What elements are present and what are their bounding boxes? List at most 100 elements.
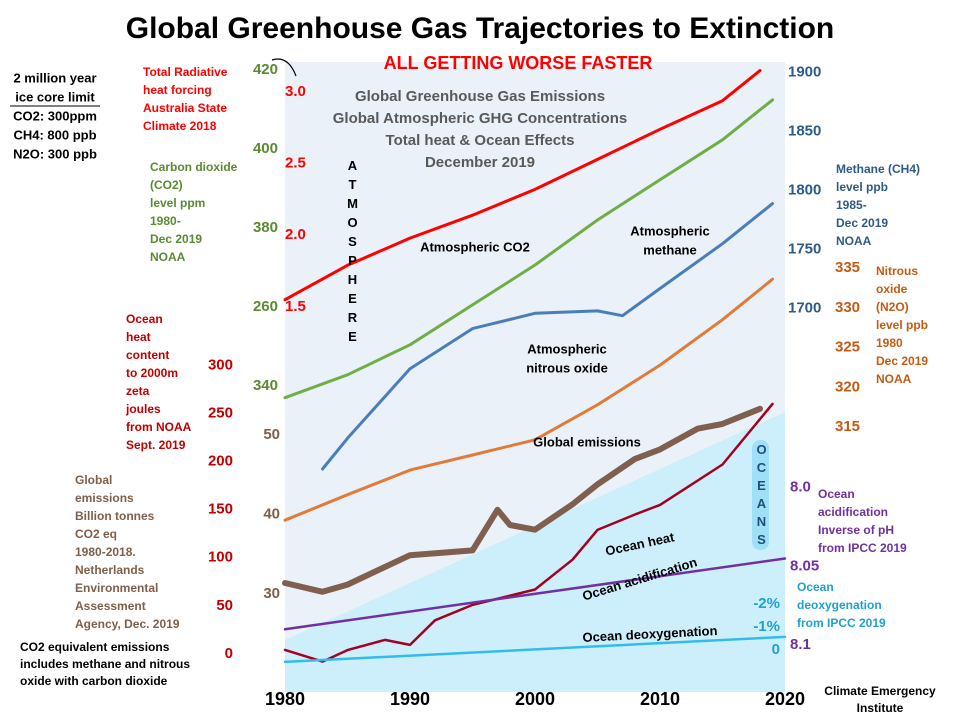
axis-title-line: Assessment (75, 599, 146, 613)
series-label: Ocean deoxygenation (582, 623, 718, 645)
y-tick-label: 300 (208, 356, 233, 373)
y-tick-label: 330 (835, 299, 860, 316)
y-tick-label: 1.5 (285, 298, 306, 315)
x-tick-label: 2020 (765, 689, 805, 709)
footnote-line: CO2 equivalent emissions (20, 640, 170, 654)
axis-title-line: from IPCC 2019 (797, 616, 886, 630)
series-line (283, 98, 774, 400)
axis-title-line: (CO2) (150, 178, 183, 192)
y-tick-label: 250 (208, 405, 233, 422)
axis-title-line: CO2 eq (75, 527, 117, 541)
y-tick-label: 420 (253, 61, 278, 78)
y-tick-label: 335 (835, 259, 860, 276)
footnote-line: oxide with carbon dioxide (20, 674, 168, 688)
series-label: nitrous oxide (526, 360, 608, 375)
y-tick-label: 150 (208, 501, 233, 518)
axis-title-line: 1980 (876, 336, 903, 350)
axis-title-line: NOAA (836, 234, 872, 248)
note-line: ice core limit (15, 89, 95, 104)
axis-title-line: from NOAA (126, 420, 192, 434)
chart-title: Global Greenhouse Gas Trajectories to Ex… (126, 12, 835, 45)
axis-title-line: from IPCC 2019 (818, 541, 907, 555)
axis-title-line: Global (75, 473, 112, 487)
series-label: Atmospheric CO2 (420, 239, 530, 254)
y-tick-label: 8.1 (790, 636, 811, 653)
ocean-area (285, 412, 785, 692)
y-tick-label: 200 (208, 453, 233, 470)
y-tick-label: 325 (835, 339, 860, 356)
axis-title-line: 1985- (836, 198, 867, 212)
axis-title-line: zeta (126, 384, 150, 398)
series-line (321, 202, 774, 471)
axis-title-line: Sept. 2019 (126, 438, 186, 452)
note-line: CO2: 300ppm (13, 108, 97, 123)
axis-title-line: Nitrous (876, 264, 918, 278)
note-line: CH4: 800 ppb (13, 127, 96, 142)
y-tick-label: -1% (753, 618, 780, 635)
x-tick-label: 1990 (390, 689, 430, 709)
y-tick-label: 8.05 (790, 557, 819, 574)
axis-title-line: NOAA (150, 250, 186, 264)
axis-title-line: heat forcing (143, 83, 212, 97)
x-tick-label: 2000 (515, 689, 555, 709)
oceans-label: OCEANS (752, 440, 769, 550)
axis-title-line: Ocean (797, 580, 834, 594)
axis-title-line: oxide (876, 282, 908, 296)
axis-title-line: content (126, 348, 169, 362)
axis-title-line: Ocean (126, 312, 163, 326)
x-tick-label: 2010 (640, 689, 680, 709)
series-label: Atmospheric (630, 223, 709, 238)
y-tick-label: 260 (253, 298, 278, 315)
axis-title-line: emissions (75, 491, 134, 505)
axis-title-line: Ocean (818, 487, 855, 501)
subtitle: ALL GETTING WORSE FASTER (384, 53, 653, 73)
axis-title-line: level ppm (150, 196, 205, 210)
x-tick-label: 1980 (265, 689, 305, 709)
y-tick-label: 1800 (788, 182, 821, 199)
axis-title-line: 1980-2018. (75, 545, 136, 559)
series-line (283, 635, 787, 664)
axis-title-line: Inverse of pH (818, 523, 894, 537)
y-tick-label: 2.5 (285, 155, 306, 172)
axis-title-line: level ppb (876, 318, 928, 332)
y-tick-label: 50 (263, 426, 280, 443)
axis-title-line: NOAA (876, 372, 912, 386)
axis-title-line: Environmental (75, 581, 158, 595)
y-tick-label: 0 (772, 641, 780, 658)
series-line (283, 557, 787, 631)
footnote-line: includes methane and nitrous (20, 657, 190, 671)
y-tick-label: 100 (208, 549, 233, 566)
axis-title-line: Climate 2018 (143, 119, 217, 133)
note-line: N2O: 300 ppb (13, 146, 97, 161)
y-tick-label: 3.0 (285, 83, 306, 100)
y-tick-label: 1750 (788, 241, 821, 258)
axis-title-line: joules (125, 402, 161, 416)
y-tick-label: 400 (253, 140, 278, 157)
axis-title-line: (N2O) (876, 300, 909, 314)
axis-title-line: 1980- (150, 214, 181, 228)
atmosphere-label: ATMOSPHERE (345, 158, 360, 348)
series-label: Global emissions (533, 434, 641, 449)
axis-title-line: Billion tonnes (75, 509, 155, 523)
series-line (282, 405, 763, 595)
axis-title-line: Methane (CH4) (836, 162, 920, 176)
axis-title-line: Dec 2019 (876, 354, 928, 368)
y-tick-label: 320 (835, 378, 860, 395)
axis-title-line: deoxygenation (797, 598, 882, 612)
y-tick-label: 40 (263, 506, 280, 523)
y-tick-label: 8.0 (790, 479, 811, 496)
arrow (271, 58, 297, 77)
y-tick-label: 1900 (788, 64, 821, 81)
axis-title-line: Dec 2019 (150, 232, 202, 246)
series-line (283, 277, 774, 522)
axis-title-line: to 2000m (126, 366, 178, 380)
series-label: methane (643, 242, 696, 257)
y-tick-label: 0 (225, 645, 233, 662)
series-label: Atmospheric (527, 341, 606, 356)
heading-line: Global Atmospheric GHG Concentrations (333, 110, 627, 127)
note-line: 2 million year (13, 70, 96, 85)
y-tick-label: -2% (753, 595, 780, 612)
heading-line: Global Greenhouse Gas Emissions (355, 88, 605, 105)
